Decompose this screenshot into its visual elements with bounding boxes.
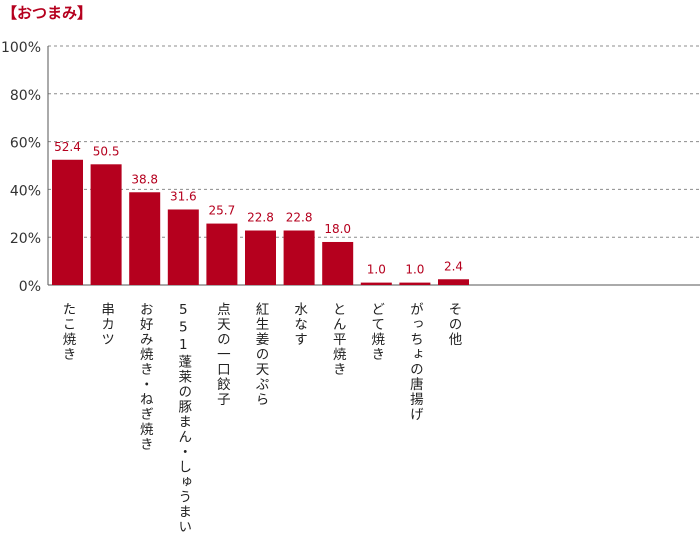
bar [438,279,469,285]
bar [283,230,315,285]
bar-value-label: 22.8 [247,211,274,225]
bar [322,241,354,285]
category-label: その他 [446,302,463,347]
category-label: 串カツ [98,302,114,347]
y-tick-label: 60% [10,136,41,152]
y-tick-label: 80% [10,88,41,104]
bar-value-label: 2.4 [444,259,463,273]
category-label: 紅生姜の天ぷら [253,302,270,407]
bar-value-label: 50.5 [93,144,120,158]
bar-value-label: 38.8 [131,172,158,186]
y-tick-label: 20% [10,231,41,247]
bar-value-label: 25.7 [209,204,236,218]
bar [399,282,431,285]
category-label: どて焼き [368,302,385,362]
bar [52,159,83,285]
category-label: とん平焼き [330,302,347,377]
y-tick-label: 100% [1,40,41,56]
bar [129,192,161,285]
category-label: 551蓬莱の豚まん・しゅうまい [175,302,192,535]
category-label: 水なす [291,302,308,347]
bar [245,230,276,285]
bar-value-label: 18.0 [324,222,351,236]
bar [206,223,238,285]
bar [167,209,199,285]
bar [360,282,392,285]
category-label: お好み焼き・ねぎ焼き [137,302,154,452]
category-label: たこ焼き [60,302,77,362]
chart-title: 【おつまみ】 [2,4,93,22]
y-tick-label: 0% [19,279,41,295]
bar-value-label: 1.0 [367,263,386,277]
bar-value-label: 52.4 [54,140,81,154]
category-label: がっちょの唐揚げ [407,302,424,422]
bar-value-label: 22.8 [286,211,313,225]
bar-value-label: 31.6 [170,189,197,203]
y-tick-label: 40% [10,183,41,199]
bar-value-label: 1.0 [405,263,424,277]
bar [90,164,122,285]
category-label: 点天の一口餃子 [214,302,231,407]
